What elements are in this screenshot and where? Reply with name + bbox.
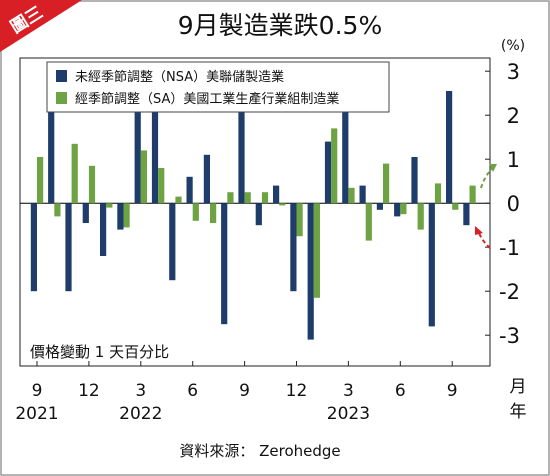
bar-nsa-2022-03 <box>151 108 159 204</box>
x-axis-month-unit: 月 <box>510 377 527 397</box>
bar-sa-2023-09 <box>469 185 476 204</box>
bar-nsa-2022-02 <box>134 97 141 204</box>
bar-nsa-2022-07 <box>221 203 228 325</box>
x-tick-label-year: 2022 <box>119 404 162 424</box>
bar-nsa-2022-06 <box>203 154 210 204</box>
bar-nsa-2022-01 <box>117 203 124 230</box>
bar-sa-2023-06 <box>417 203 424 230</box>
annotation-arrows <box>475 164 497 249</box>
y-tick-label: 0 <box>507 192 520 216</box>
bar-sa-2023-08 <box>452 203 459 210</box>
bar-nsa-2023-07 <box>428 203 435 327</box>
y-tick-label: 3 <box>507 60 520 84</box>
bar-sa-2021-09 <box>54 203 61 217</box>
bar-sa-2022-12 <box>313 203 320 298</box>
bar-sa-2021-08 <box>37 157 44 204</box>
plot-area <box>19 57 491 367</box>
bar-nsa-2023-09 <box>463 203 470 226</box>
green-arrowhead <box>489 164 497 172</box>
bar-sa-2022-04 <box>175 196 182 204</box>
bar-nsa-2022-10 <box>273 185 280 204</box>
y-axis-ticks: 3 2 1 0 -1 -2 -3 <box>485 60 520 348</box>
bar-nsa-2022-09 <box>255 203 262 226</box>
bar-nsa-2023-03 <box>359 185 366 204</box>
x-tick-label-month: 12 <box>286 381 308 401</box>
bar-sa-2022-06 <box>210 203 217 223</box>
bar-nsa-2023-05 <box>394 203 401 217</box>
legend-swatch-nsa <box>56 70 67 82</box>
chart-note: 價格變動 1 天百分比 <box>30 343 169 361</box>
bar-nsa-2021-11 <box>82 203 89 223</box>
x-tick-label-month: 3 <box>135 381 146 401</box>
bar-nsa-2022-08 <box>238 99 245 204</box>
x-tick-label-month: 9 <box>239 381 250 401</box>
red-arrow <box>477 229 491 249</box>
bar-nsa-2023-01 <box>324 141 332 204</box>
bar-nsa-2022-11 <box>290 203 297 292</box>
bar-sa-2023-03 <box>365 203 372 241</box>
y-tick-label: 1 <box>507 148 520 172</box>
bar-sa-2023-01 <box>331 128 338 204</box>
red-arrowhead <box>475 226 483 235</box>
chart-title: 9月製造業跌0.5% <box>178 11 382 40</box>
bar-nsa-2022-04 <box>169 203 176 281</box>
bar-nsa-2022-12 <box>307 203 314 340</box>
bar-sa-2022-02 <box>140 150 147 204</box>
bar-sa-2023-07 <box>434 183 442 204</box>
bar-nsa-2022-05 <box>186 176 193 204</box>
legend-label-sa: 經季節調整（SA）美國工業生產行業組制造業 <box>75 91 339 107</box>
bar-nsa-2021-12 <box>100 203 107 256</box>
bar-sa-2022-01 <box>123 203 130 228</box>
bar-sa-2022-03 <box>158 168 165 204</box>
y-tick-label: 2 <box>507 104 520 128</box>
bar-nsa-2021-09 <box>48 97 55 204</box>
bar-sa-2022-08 <box>244 192 251 204</box>
legend-swatch-sa <box>56 92 67 104</box>
bars-group <box>30 91 476 340</box>
unit-label: (%) <box>501 38 525 54</box>
x-tick-label-month: 9 <box>32 381 43 401</box>
x-tick-label-month: 9 <box>447 381 458 401</box>
bar-sa-2023-05 <box>400 203 407 215</box>
bar-sa-2023-02 <box>348 187 355 204</box>
source-credit: 資料來源： Zerohedge <box>179 442 340 460</box>
bar-sa-2023-04 <box>383 163 390 204</box>
bar-nsa-2021-10 <box>65 203 72 292</box>
y-tick-label: -1 <box>499 236 520 260</box>
bar-sa-2021-10 <box>71 143 78 204</box>
bar-nsa-2023-08 <box>446 91 453 204</box>
bar-nsa-2023-04 <box>376 203 383 210</box>
x-axis-year-unit: 年 <box>510 402 527 422</box>
x-tick-label-month: 12 <box>78 381 100 401</box>
bar-sa-2022-09 <box>261 192 269 204</box>
y-tick-label: -3 <box>499 324 520 348</box>
x-tick-label-year: 2023 <box>327 404 370 424</box>
x-tick-label-month: 3 <box>343 381 354 401</box>
bar-nsa-2021-08 <box>30 203 37 292</box>
bar-nsa-2023-02 <box>342 110 349 204</box>
x-tick-label-month: 6 <box>187 381 198 401</box>
x-tick-label-year: 2021 <box>15 404 58 424</box>
bar-sa-2021-11 <box>88 165 96 204</box>
y-tick-label: -2 <box>499 280 520 304</box>
legend-label-nsa: 未經季節調整（NSA）美聯儲製造業 <box>75 69 284 85</box>
legend-box <box>46 61 390 113</box>
x-axis-ticks: 9 12 3 6 9 12 3 6 9 2021 2022 2023 <box>15 361 458 424</box>
bar-sa-2022-07 <box>227 192 234 204</box>
legend: 未經季節調整（NSA）美聯儲製造業 經季節調整（SA）美國工業生產行業組制造業 <box>46 61 390 113</box>
bar-sa-2022-11 <box>296 203 303 237</box>
bar-sa-2022-10 <box>279 203 286 206</box>
bar-nsa-2023-06 <box>411 157 418 204</box>
x-tick-label-month: 6 <box>395 381 406 401</box>
bar-sa-2021-12 <box>106 203 113 208</box>
bar-sa-2022-05 <box>192 203 199 221</box>
